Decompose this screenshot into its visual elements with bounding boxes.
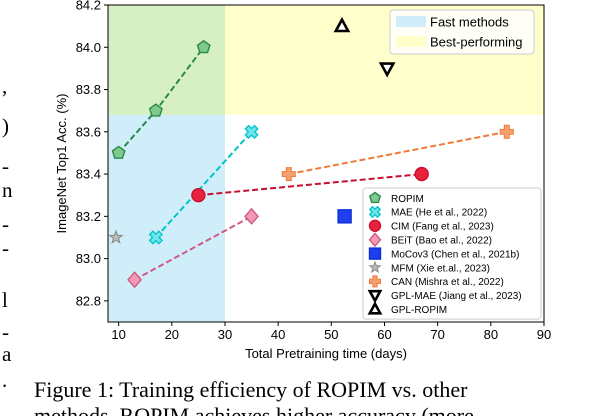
x-tick-label: 60: [377, 327, 391, 342]
chart-canvas: 10 20 30 40 50 60 70 80 90 82.8 83.0 83.2 83.4 83.6 83…: [54, 0, 551, 361]
legend-marker-triangle-down: [367, 289, 383, 304]
legend-label: BEiT (Bao et al., 2022): [391, 236, 492, 247]
x-tick-label: 90: [537, 327, 551, 342]
side-text-fragment: -: [2, 320, 9, 344]
data-point-pentagon: [196, 39, 211, 54]
data-point-diamond: [244, 207, 259, 225]
y-tick-label: 83.6: [76, 124, 101, 139]
x-tick-label: 40: [271, 327, 285, 342]
x-axis-title: Total Pretraining time (days): [245, 346, 407, 361]
region-legend: Fast methods Best-performing: [389, 9, 535, 55]
y-tick-label: 83.0: [76, 251, 101, 266]
legend-marker-pentagon: [368, 191, 382, 204]
series-legend: ROPIM MAE (He et al., 2022) CIM (Fang et a…: [362, 187, 542, 320]
side-text-fragment: -: [2, 212, 9, 236]
series-triangle-down: [378, 62, 396, 78]
region-legend-swatch: [396, 16, 426, 27]
series-line: [155, 131, 253, 239]
data-point-triangle-up: [333, 16, 351, 33]
data-point-plus: [499, 124, 514, 139]
legend-label: CIM (Fang et al., 2023): [391, 222, 494, 233]
legend-label: GPL-MAE (Jiang et al., 2023): [391, 291, 522, 302]
series-x-filled: [148, 124, 259, 245]
series-diamond: [127, 207, 259, 289]
legend-label: GPL-ROPIM: [391, 305, 447, 316]
legend-marker-square: [368, 247, 382, 260]
data-point-circle: [191, 187, 206, 203]
series-circle: [191, 166, 429, 203]
series-line: [198, 173, 422, 197]
side-text-fragment: l: [2, 288, 8, 312]
series-plus: [281, 124, 514, 182]
region-fast-methods: [108, 114, 225, 322]
x-tick-label: 70: [430, 327, 444, 342]
x-tick-label: 10: [111, 327, 125, 342]
legend-marker-star: [368, 260, 382, 274]
series-legend-box: [362, 187, 542, 320]
x-tick-label: 20: [165, 327, 179, 342]
legend-label: CAN (Mishra et al., 2022): [391, 277, 504, 288]
data-point-star: [108, 229, 124, 244]
region-legend-swatch: [396, 36, 426, 47]
plot-frame: [107, 4, 545, 323]
y-tick-label: 84.2: [76, 0, 101, 13]
data-point-x-filled: [244, 124, 259, 139]
y-tick-label: 83.2: [76, 209, 101, 224]
series-star: [108, 229, 124, 244]
legend-label: MAE (He et al., 2022): [391, 208, 487, 219]
legend-marker-circle: [368, 219, 382, 233]
side-text-fragment: .: [2, 368, 8, 392]
data-point-pentagon: [148, 103, 163, 117]
legend-label: MoCov3 (Chen et al., 2021b): [391, 249, 519, 260]
data-point-square: [337, 209, 352, 224]
data-point-pentagon: [111, 145, 126, 159]
side-text-fragment: -: [2, 236, 9, 260]
legend-marker-x-filled: [368, 205, 382, 219]
series-line: [288, 130, 507, 176]
y-tick-label: 82.8: [76, 293, 101, 308]
x-tick-label: 30: [218, 327, 232, 342]
series-square: [337, 209, 352, 224]
side-text-fragment: n: [2, 178, 13, 202]
region-legend-label: Fast methods: [430, 15, 509, 30]
x-tick-label: 50: [324, 327, 338, 342]
legend-marker-triangle-up: [367, 300, 383, 315]
series-pentagon: [111, 39, 211, 159]
region-legend-label: Best-performing: [430, 35, 522, 50]
y-tick-label: 83.8: [76, 82, 101, 97]
caption-line-2: methods. ROPIM achieves higher accuracy …: [34, 405, 474, 416]
series-line: [134, 215, 253, 281]
y-axis-title: ImageNet Top1 Acc. (%): [54, 94, 69, 234]
side-text-fragment: -: [2, 154, 9, 178]
figure-caption-line-2: methods. ROPIM achieves higher accuracy …: [34, 405, 594, 416]
legend-label: MFM (Xie et.al., 2023): [391, 263, 490, 274]
figure-caption: Figure 1: Training efficiency of ROPIM v…: [34, 372, 594, 416]
legend-marker-plus: [369, 275, 381, 288]
data-point-circle: [414, 166, 429, 182]
caption-line-1: Figure 1: Training efficiency of ROPIM v…: [34, 377, 468, 402]
series-triangle-up: [333, 16, 351, 33]
data-point-diamond: [127, 271, 143, 289]
y-tick-label: 83.4: [76, 167, 101, 182]
data-point-triangle-down: [378, 62, 396, 78]
data-point-plus: [281, 167, 296, 182]
side-text-fragment: ,: [2, 74, 8, 98]
y-tick-label: 84.0: [76, 40, 101, 55]
side-text-fragment: ): [2, 114, 9, 138]
region-overlap: [108, 5, 225, 115]
side-text-fragment: a: [2, 342, 12, 366]
legend-label: ROPIM: [391, 194, 424, 205]
data-point-x-filled: [148, 230, 164, 245]
left-margin-text-fragments: ,) - n - - l - a.: [0, 0, 20, 416]
x-tick-label: 80: [484, 327, 498, 342]
legend-marker-diamond: [368, 232, 382, 248]
